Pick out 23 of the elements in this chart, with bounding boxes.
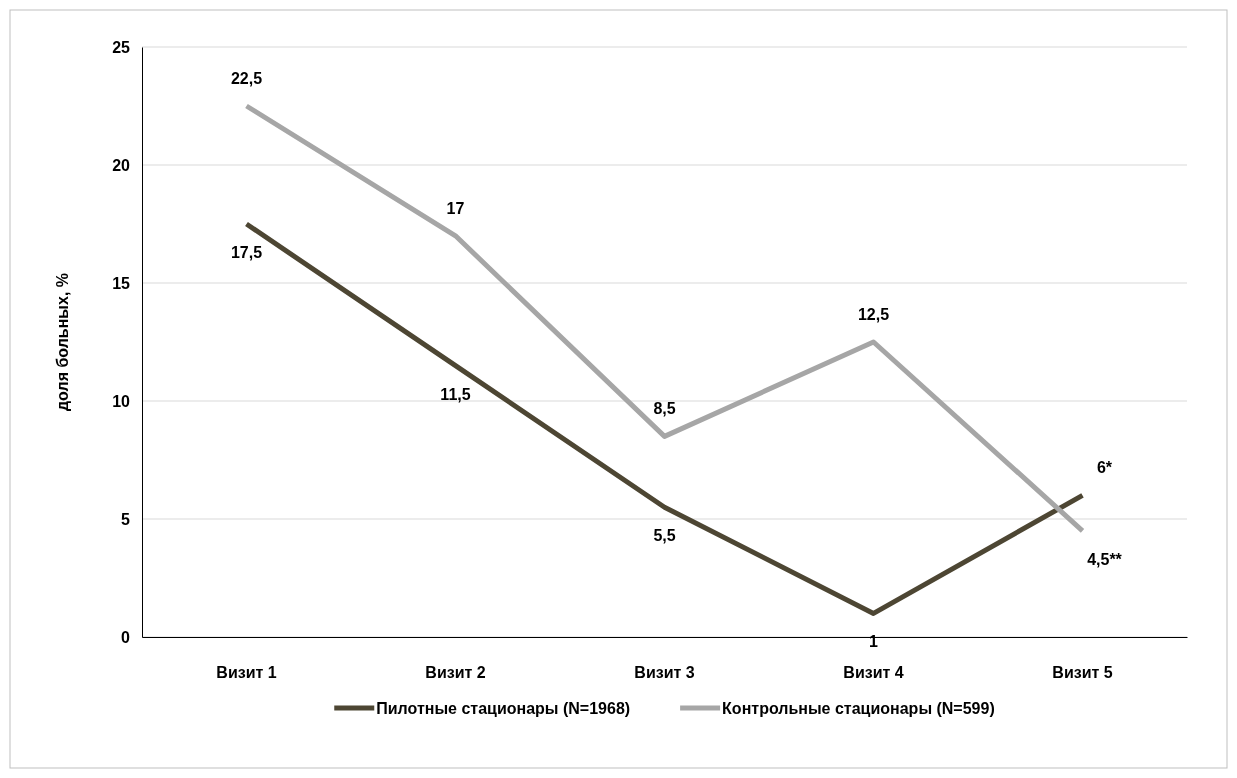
y-tick-label: 5 <box>121 510 131 528</box>
y-tick-label: 0 <box>121 628 131 646</box>
y-tick-label: 10 <box>112 392 131 410</box>
x-tick-label: Визит 4 <box>843 664 904 682</box>
x-tick-label: Визит 1 <box>216 664 277 682</box>
data-label: 5,5 <box>653 527 676 545</box>
data-label: 8,5 <box>653 400 676 418</box>
data-label: 22,5 <box>230 70 263 87</box>
data-label: 4,5** <box>1087 550 1123 568</box>
y-axis-title: доля больных, % <box>54 272 71 412</box>
data-label: 12,5 <box>857 306 890 323</box>
data-label: 6* <box>1096 459 1113 477</box>
data-label: 11,5 <box>440 385 471 403</box>
data-label: 17,5 <box>230 244 263 261</box>
y-tick-label: 15 <box>112 274 131 292</box>
y-tick-label: 25 <box>112 38 131 56</box>
x-tick-label: Визит 3 <box>634 664 695 682</box>
y-tick-label: 20 <box>112 156 131 174</box>
x-tick-label: Визит 5 <box>1052 664 1113 682</box>
data-label: 17 <box>446 199 465 217</box>
legend-label: Пилотные стационары (N=1968) <box>376 700 631 717</box>
x-tick-label: Визит 2 <box>425 664 486 682</box>
legend-label: Контрольные стационары (N=599) <box>722 700 995 717</box>
